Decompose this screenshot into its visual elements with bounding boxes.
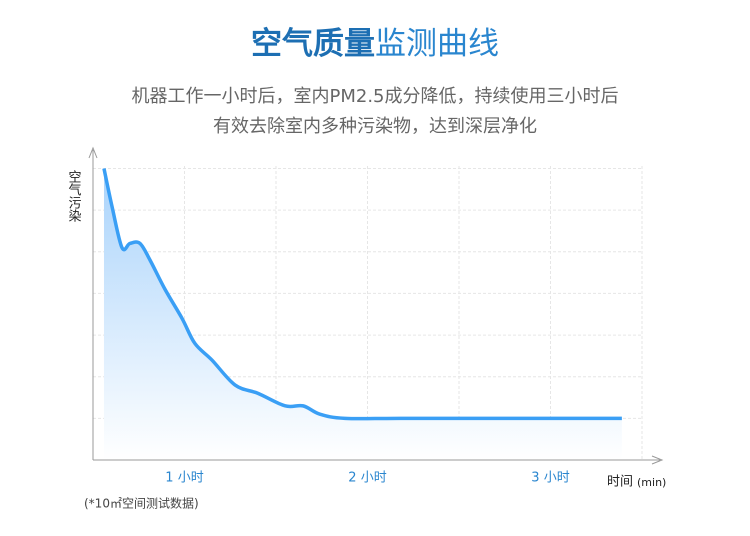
- title-rest: 监测曲线: [375, 26, 499, 62]
- title-emphasis: 空气质量: [251, 26, 375, 62]
- x-tick-label: 1 小时: [165, 471, 203, 486]
- subtitle: 机器工作一小时后，室内PM2.5成分降低，持续使用三小时后: [131, 86, 618, 107]
- x-axis-unit: (min): [637, 476, 666, 489]
- x-axis-arrow: [651, 455, 664, 465]
- line: [102, 168, 622, 421]
- footnote: (*10㎡空间测试数据): [84, 496, 199, 511]
- x-axis-label: 时间: [607, 475, 633, 490]
- x-tick-label: 3 小时: [531, 471, 569, 486]
- chart-title: 空气质量监测曲线: [251, 26, 499, 62]
- y-axis-arrow: [88, 146, 98, 159]
- y-axis-label: 空气污染: [66, 170, 82, 222]
- area: [103, 168, 622, 460]
- subtitle: 有效去除室内多种污染物，达到深层净化: [213, 116, 537, 137]
- x-tick-label: 2 小时: [348, 471, 386, 486]
